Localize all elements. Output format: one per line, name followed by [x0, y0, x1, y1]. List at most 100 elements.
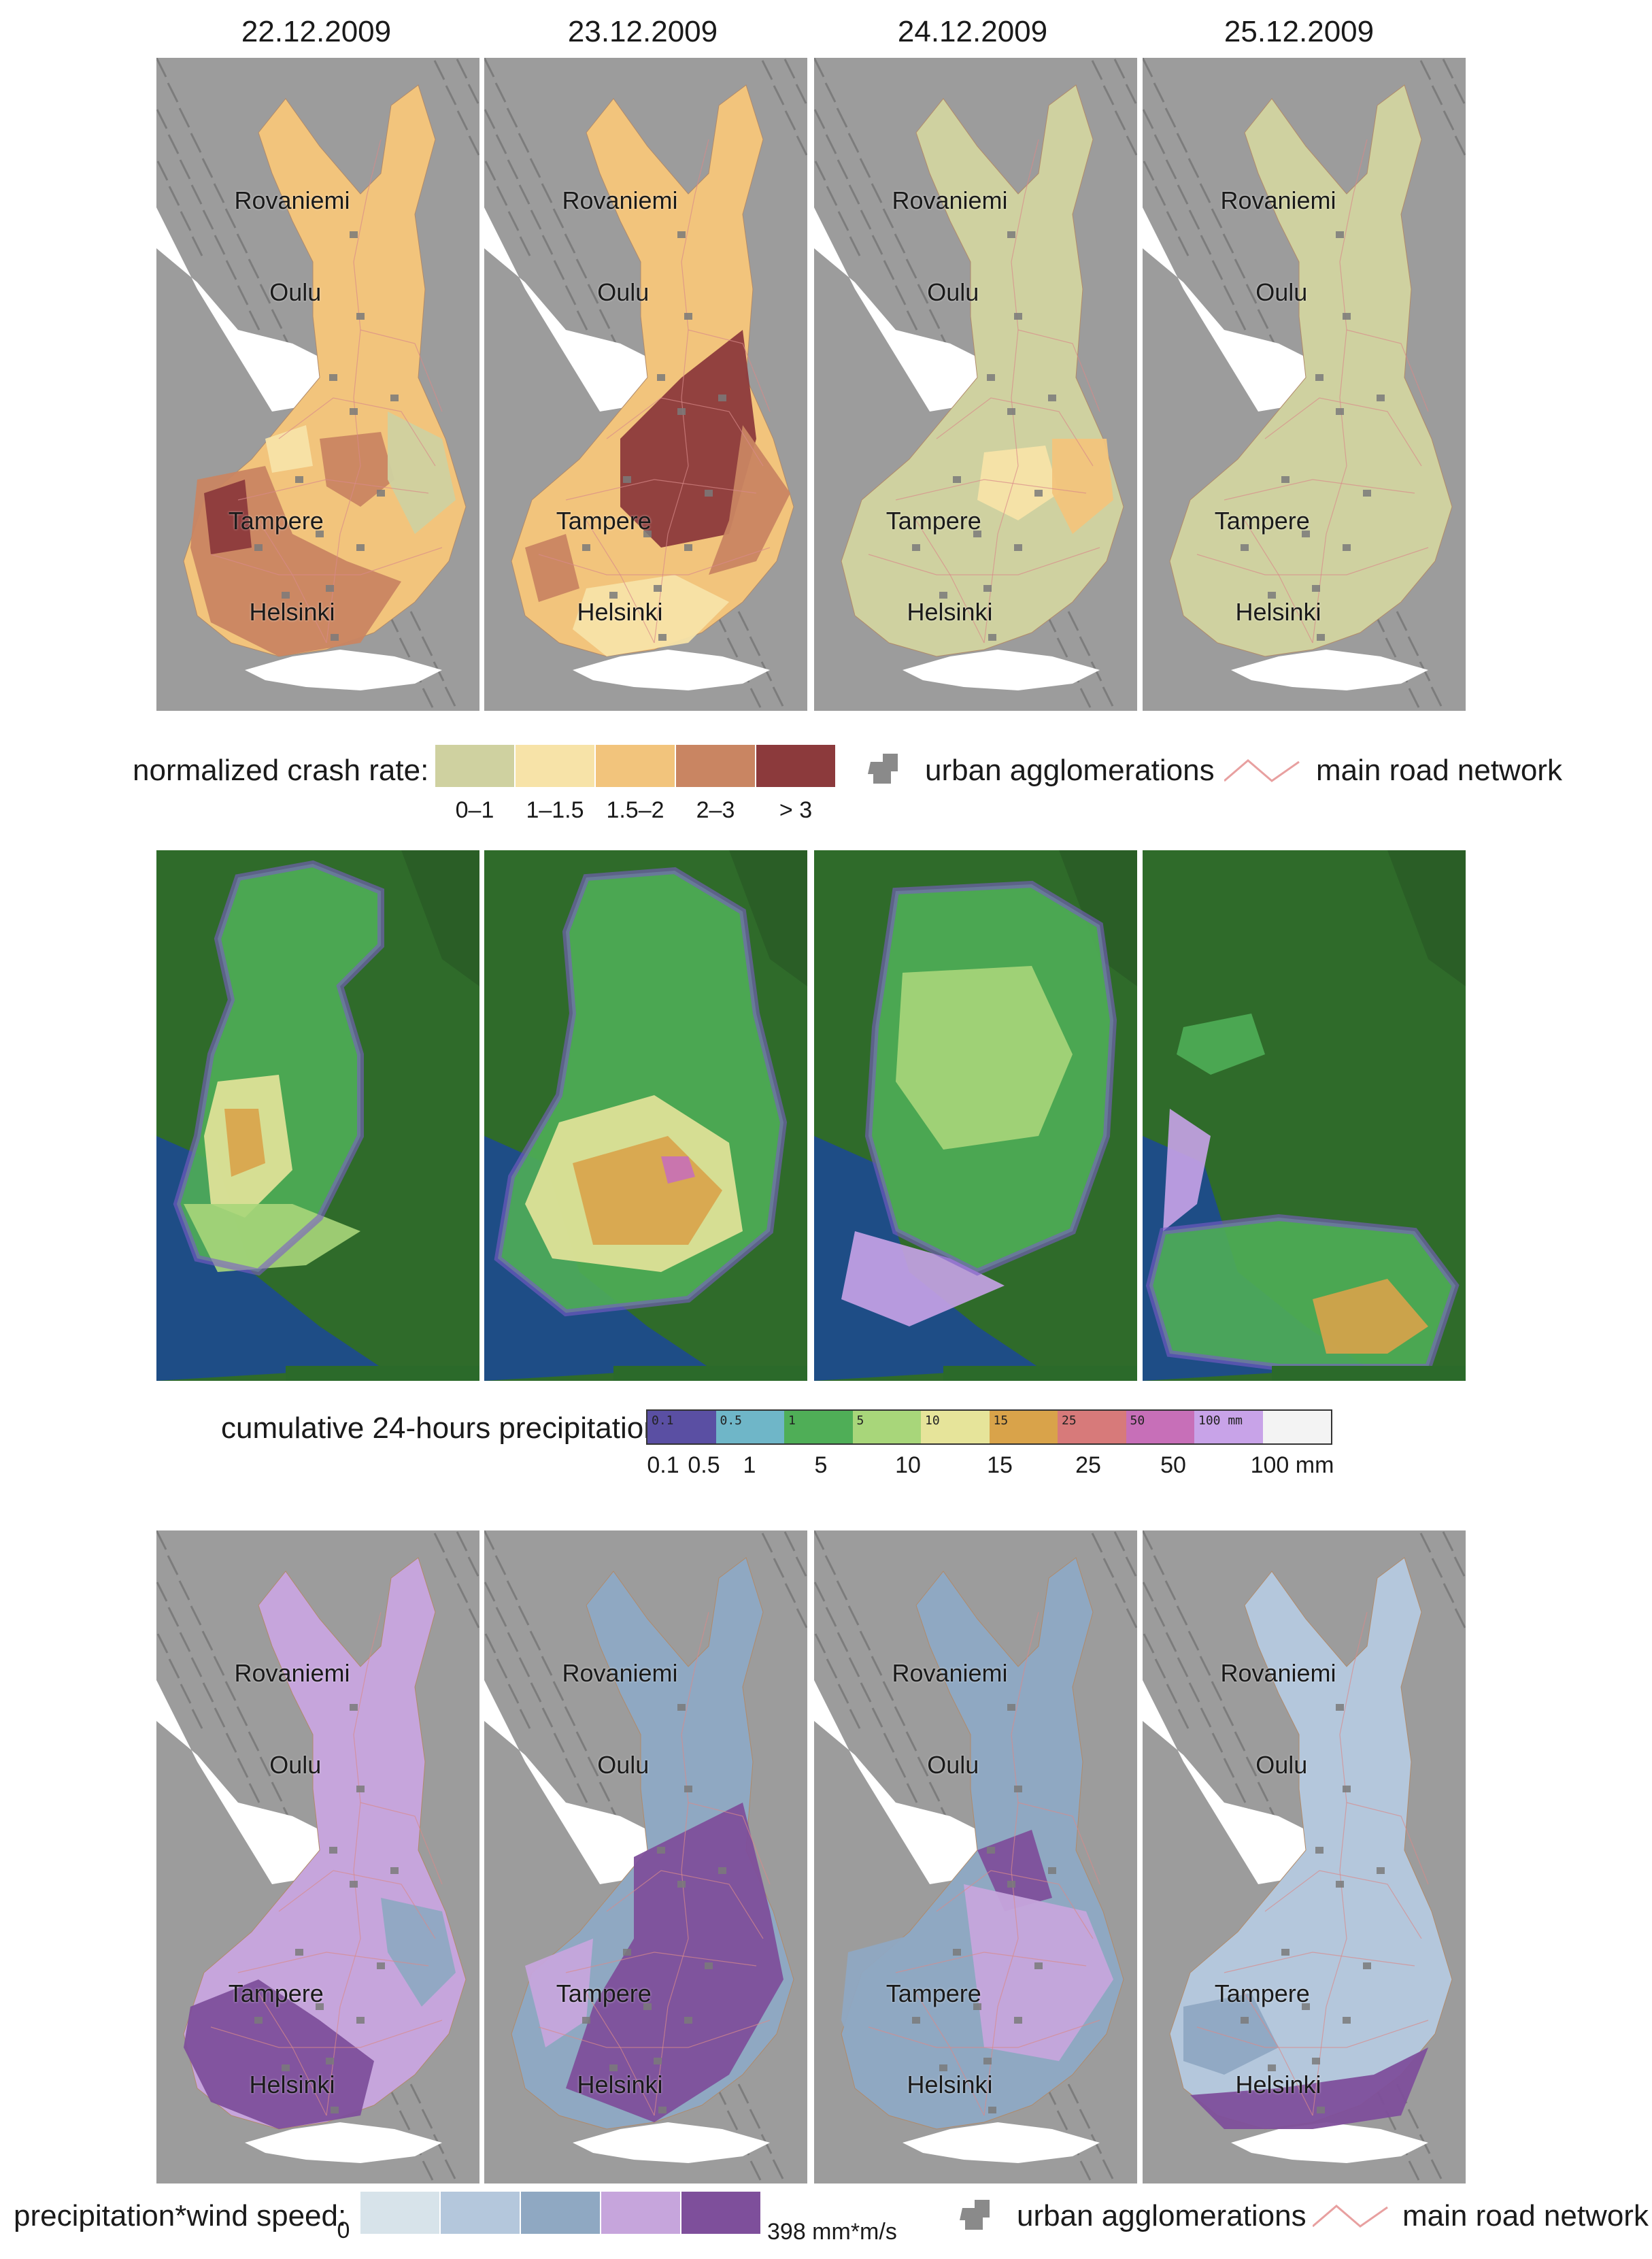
city-label-oulu: Oulu: [269, 1750, 322, 1779]
city-label-oulu: Oulu: [1255, 1750, 1308, 1779]
precip-tick-label: 100 mm: [1250, 1452, 1334, 1478]
crash-rate-map-1: Rovaniemi Oulu Tampere Helsinki: [156, 58, 479, 711]
precip-color-bar: 0.1 0.5 1 5 10 15 25 50 100 mm: [646, 1409, 1332, 1445]
crash-swatch-1: [435, 745, 514, 787]
crash-rate-map-2: Rovaniemi Oulu Tampere Helsinki: [484, 58, 807, 711]
city-label-rovaniemi: Rovaniemi: [892, 186, 1008, 215]
city-label-helsinki: Helsinki: [1235, 598, 1321, 626]
precip-wind-map-2: Rovaniemi Oulu Tampere Helsinki: [484, 1530, 807, 2183]
city-label-oulu: Oulu: [927, 278, 979, 306]
city-label-tampere: Tampere: [886, 506, 981, 535]
precip-bar-segment: 100 mm: [1194, 1411, 1263, 1443]
precip-tick-label: 10: [895, 1452, 921, 1478]
crash-class-label: 1–1.5: [526, 797, 584, 823]
city-label-oulu: Oulu: [1255, 278, 1308, 306]
city-label-tampere: Tampere: [1214, 506, 1310, 535]
urban-legend-icon-2: [956, 2194, 996, 2243]
precipitation-radar-3: [814, 850, 1137, 1381]
crash-class-label: 2–3: [696, 797, 735, 823]
road-legend-icon: [1224, 754, 1306, 795]
city-label-helsinki: Helsinki: [907, 2071, 993, 2098]
road-legend-label-2: main road network: [1402, 2199, 1649, 2232]
city-label-oulu: Oulu: [597, 1750, 650, 1779]
finland-region: [841, 84, 1124, 657]
city-label-tampere: Tampere: [228, 1979, 324, 2007]
wind-swatch-5: [681, 2192, 760, 2234]
precip-bar-label: 50: [1130, 1413, 1145, 1428]
crash-class-label: > 3: [779, 797, 813, 823]
precip-legend-title: cumulative 24-hours precipitation:: [221, 1411, 669, 1445]
city-label-rovaniemi: Rovaniemi: [234, 186, 350, 215]
precip-bar-label: 5: [856, 1413, 864, 1428]
city-label-tampere: Tampere: [556, 1979, 652, 2007]
crash-swatch-5: [756, 745, 835, 787]
precip-bar-label: 10: [925, 1413, 940, 1428]
precip-tick-label: 1: [743, 1452, 756, 1478]
precip-wind-map-1: Rovaniemi Oulu Tampere Helsinki: [156, 1530, 479, 2183]
city-label-tampere: Tampere: [886, 1979, 981, 2007]
city-label-tampere: Tampere: [556, 506, 652, 535]
crash-rate-map-3: Rovaniemi Oulu Tampere Helsinki: [814, 58, 1137, 711]
precipitation-radar-2: [484, 850, 807, 1381]
precip-tick-label: 5: [814, 1452, 828, 1478]
wind-swatch-2: [441, 2192, 520, 2234]
precip-bar-segment: 0.5: [715, 1411, 784, 1443]
city-label-rovaniemi: Rovaniemi: [1220, 1659, 1336, 1688]
date-header-1: 22.12.2009: [241, 15, 392, 48]
city-label-rovaniemi: Rovaniemi: [234, 1659, 350, 1688]
precip-bar-label: 1: [788, 1413, 796, 1428]
precip-bar-label: 25: [1062, 1413, 1077, 1428]
city-label-tampere: Tampere: [228, 506, 324, 535]
city-label-oulu: Oulu: [927, 1750, 979, 1779]
city-label-helsinki: Helsinki: [577, 598, 663, 626]
crash-legend-title: normalized crash rate:: [133, 754, 429, 787]
crash-class-label: 0–1: [455, 797, 494, 823]
wind-swatch-4: [601, 2192, 680, 2234]
crash-swatch-3: [596, 745, 675, 787]
precip-bar-segment: 50: [1126, 1411, 1194, 1443]
city-label-rovaniemi: Rovaniemi: [562, 186, 678, 215]
crash-swatch-2: [516, 745, 594, 787]
precip-bar-label: 100 mm: [1198, 1413, 1243, 1428]
precip-bar-label: 0.1: [652, 1413, 674, 1428]
precip-tick-label: 15: [987, 1452, 1013, 1478]
precip-bar-segment: [1262, 1411, 1331, 1443]
wind-swatch-1: [360, 2192, 439, 2234]
precip-bar-label: 0.5: [720, 1413, 743, 1428]
city-label-helsinki: Helsinki: [907, 598, 993, 626]
city-label-helsinki: Helsinki: [249, 598, 335, 626]
crash-swatch-4: [676, 745, 755, 787]
wind-legend-min: 0: [337, 2218, 350, 2243]
city-label-rovaniemi: Rovaniemi: [892, 1659, 1008, 1688]
wind-swatch-3: [521, 2192, 600, 2234]
date-header-3: 24.12.2009: [897, 15, 1048, 48]
precip-tick-label: 25: [1075, 1452, 1101, 1478]
precip-bar-label: 15: [993, 1413, 1009, 1428]
finland-region: [1169, 84, 1453, 657]
precip-tick-label: 0.5: [688, 1452, 720, 1478]
precipitation-radar-1: [156, 850, 479, 1381]
city-label-rovaniemi: Rovaniemi: [1220, 186, 1336, 215]
precip-wind-map-3: Rovaniemi Oulu Tampere Helsinki: [814, 1530, 1137, 2183]
crash-rate-map-4: Rovaniemi Oulu Tampere Helsinki: [1143, 58, 1466, 711]
city-label-helsinki: Helsinki: [577, 2071, 663, 2098]
wind-legend-max: 398 mm*m/s: [767, 2219, 897, 2245]
urban-legend-label: urban agglomerations: [925, 754, 1215, 787]
road-legend-label: main road network: [1316, 754, 1562, 787]
city-label-helsinki: Helsinki: [1235, 2071, 1321, 2098]
date-header-4: 25.12.2009: [1224, 15, 1375, 48]
urban-legend-icon: [864, 748, 905, 797]
city-label-oulu: Oulu: [597, 278, 650, 306]
road-legend-icon-2: [1312, 2199, 1394, 2241]
precip-bar-segment: 0.1: [647, 1411, 716, 1443]
precip-bar-segment: 10: [921, 1411, 990, 1443]
precip-bar-segment: 5: [852, 1411, 921, 1443]
city-label-helsinki: Helsinki: [249, 2071, 335, 2098]
precip-bar-segment: 25: [1058, 1411, 1126, 1443]
city-label-tampere: Tampere: [1214, 1979, 1310, 2007]
precip-tick-label: 0.1: [647, 1452, 679, 1478]
wind-legend-title: precipitation*wind speed:: [14, 2199, 347, 2232]
precip-wind-map-4: Rovaniemi Oulu Tampere Helsinki: [1143, 1530, 1466, 2183]
date-header-2: 23.12.2009: [567, 15, 718, 48]
crash-class-label: 1.5–2: [606, 797, 664, 823]
